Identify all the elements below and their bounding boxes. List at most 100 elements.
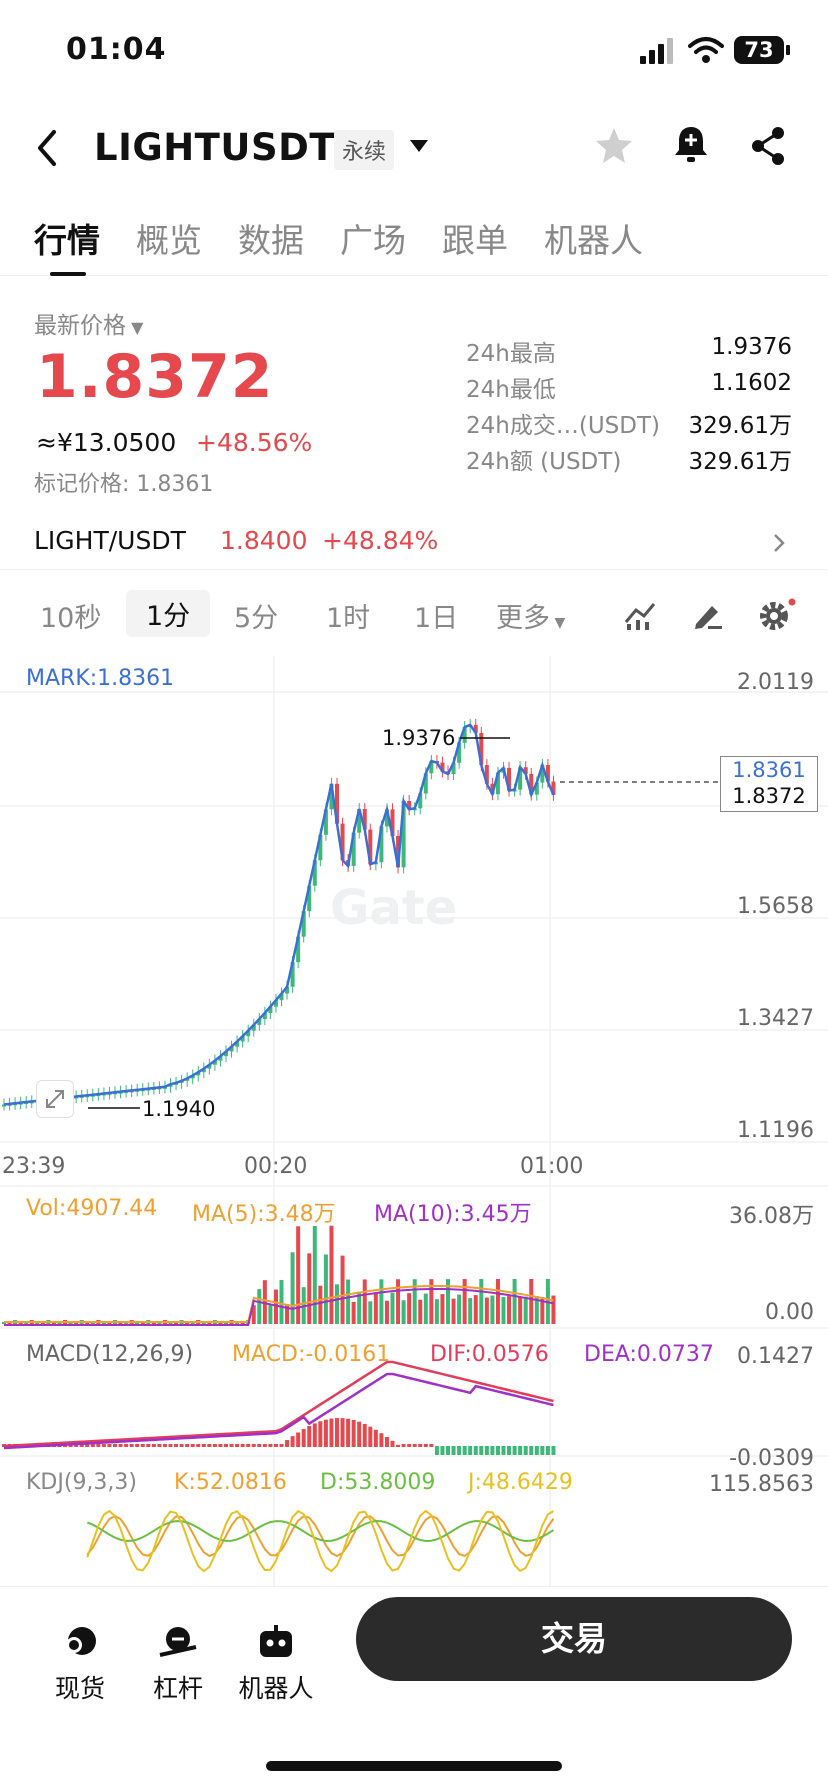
candle <box>423 773 428 794</box>
candle <box>545 764 550 782</box>
spot-pair: LIGHT/USDT <box>34 526 186 555</box>
y-tick: 1.1196 <box>737 1118 814 1143</box>
price-change: +48.56% <box>196 428 313 457</box>
leverage-icon <box>159 1627 197 1657</box>
candle <box>529 773 534 795</box>
share-icon[interactable] <box>750 126 786 166</box>
candle <box>429 761 434 774</box>
tab-overview[interactable]: 概览 <box>136 221 202 260</box>
interval-1h[interactable]: 1时 <box>326 603 371 634</box>
pair-title[interactable]: LIGHTUSDT <box>94 126 336 169</box>
volume-bar <box>357 1291 362 1324</box>
interval-1m[interactable]: 1分 <box>126 590 211 637</box>
macd-bar <box>346 1418 351 1447</box>
interval-5m[interactable]: 5分 <box>234 603 279 634</box>
macd-bar <box>90 1444 95 1447</box>
chevron-right-icon <box>774 534 785 552</box>
caret-down-icon[interactable] <box>410 140 428 154</box>
trade-button[interactable]: 交易 <box>356 1597 792 1681</box>
spot-pair-row[interactable]: LIGHT/USDT 1.8400 +48.84% <box>0 518 828 570</box>
volume-bar <box>518 1296 523 1324</box>
bot-button[interactable]: 机器人 <box>236 1625 316 1705</box>
macd-bar <box>151 1444 156 1447</box>
macd-bar <box>373 1429 378 1447</box>
star-icon[interactable] <box>594 126 634 166</box>
tab-bots[interactable]: 机器人 <box>544 221 643 260</box>
volume-bar <box>507 1296 512 1324</box>
perpetual-badge[interactable]: 永续 <box>334 130 395 170</box>
candle <box>490 783 495 795</box>
macd-bar <box>468 1446 473 1455</box>
stat-label: 24h最低 <box>466 377 556 403</box>
draw-pen-icon[interactable] <box>692 600 724 630</box>
candle <box>251 1024 256 1031</box>
macd-bar <box>168 1444 173 1447</box>
bell-plus-icon[interactable] <box>674 124 708 164</box>
mark-price-tag: 1.8361 <box>732 758 806 782</box>
volume-bar <box>390 1292 395 1324</box>
candle <box>240 1036 245 1042</box>
tab-market[interactable]: 行情 <box>34 221 100 260</box>
interval-10s[interactable]: 10秒 <box>40 603 102 634</box>
macd-bar <box>218 1444 223 1447</box>
volume-bar <box>523 1296 528 1324</box>
macd-bar <box>179 1444 184 1447</box>
interval-1d[interactable]: 1日 <box>414 603 459 634</box>
latest-price-label[interactable]: 最新价格 ▼ <box>34 306 143 340</box>
tab-data[interactable]: 数据 <box>238 221 304 260</box>
volume-bar <box>512 1279 517 1324</box>
volume-bar <box>368 1301 373 1324</box>
margin-button[interactable]: 杠杆 <box>138 1625 218 1705</box>
candle <box>362 808 367 830</box>
spot-button[interactable]: 现货 <box>40 1625 120 1705</box>
vol-ma10-label: MA(10):3.45万 <box>374 1202 532 1227</box>
volume-bar <box>373 1292 378 1324</box>
macd-bar <box>323 1419 328 1447</box>
volume-bar <box>279 1280 284 1324</box>
macd-bar <box>96 1444 101 1447</box>
bot-label: 机器人 <box>238 1674 314 1703</box>
macd-bar <box>368 1426 373 1447</box>
candle <box>390 809 395 837</box>
volume-bar <box>379 1279 384 1324</box>
macd-bar <box>251 1444 256 1447</box>
back-icon[interactable] <box>34 128 60 168</box>
macd-bar <box>479 1446 484 1455</box>
candle <box>246 1030 251 1037</box>
kline-chart[interactable]: Gate 1.9376 1.1940 <box>0 656 828 1586</box>
macd-bar <box>162 1444 167 1447</box>
candle <box>207 1064 212 1069</box>
indicator-icon[interactable] <box>624 600 656 630</box>
macd-bar <box>462 1446 467 1455</box>
chart-area[interactable]: Gate 1.9376 1.1940 MARK:1.8361 2.0119 1.… <box>0 656 828 1586</box>
tab-square[interactable]: 广场 <box>340 221 406 260</box>
macd-bar <box>129 1444 134 1447</box>
candle <box>418 793 423 809</box>
macd-bar <box>101 1444 106 1447</box>
macd-min: -0.0309 <box>729 1446 814 1471</box>
volume-bar <box>418 1299 423 1324</box>
candle <box>2 1104 6 1107</box>
macd-bar <box>379 1433 384 1447</box>
macd-bar <box>279 1443 284 1447</box>
candle <box>440 762 445 772</box>
interval-more[interactable]: 更多 ▼ <box>496 596 565 635</box>
tab-copy-trade[interactable]: 跟单 <box>442 221 508 260</box>
settings-gear-icon[interactable] <box>758 598 798 632</box>
status-time: 01:04 <box>66 32 167 67</box>
macd-bar <box>396 1444 401 1447</box>
candle <box>523 767 528 774</box>
vol-min: 0.00 <box>765 1300 814 1325</box>
macd-bar <box>113 1444 117 1447</box>
expand-chart-button[interactable] <box>36 1080 74 1118</box>
macd-bar <box>285 1439 290 1447</box>
macd-bar <box>495 1446 500 1455</box>
macd-bar <box>140 1444 145 1447</box>
macd-bar <box>235 1444 240 1447</box>
candle <box>473 724 478 733</box>
macd-dif: DIF:0.0576 <box>430 1342 549 1367</box>
macd-bar <box>124 1444 129 1447</box>
candle <box>273 1000 278 1007</box>
last-price: 1.8372 <box>36 342 274 412</box>
candle <box>396 836 401 868</box>
